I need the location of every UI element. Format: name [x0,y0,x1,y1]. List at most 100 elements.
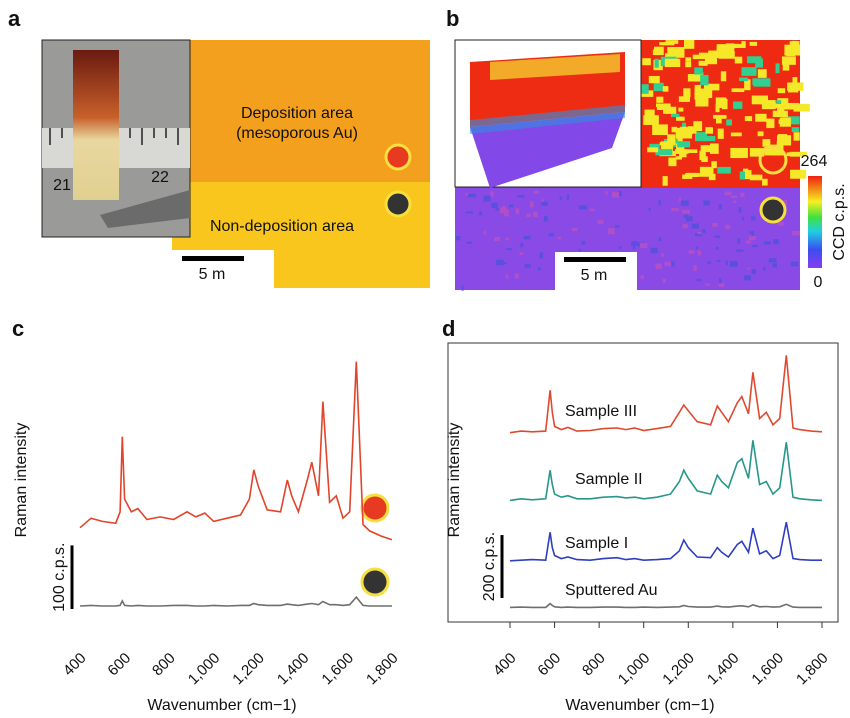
map-speckle [694,132,708,142]
map-speckle [483,230,486,235]
map-speckle [631,241,638,246]
map-speckle [737,238,741,244]
y-axis-label: Raman intensity [13,423,30,538]
map-speckle [682,174,693,179]
map-speckle [679,197,682,202]
scale-label: 100 c.p.s. [51,542,68,611]
map-speckle [793,132,800,141]
map-speckle [751,269,756,275]
map-speckle [748,235,756,241]
map-speckle [515,208,520,215]
map-speckle [777,88,786,94]
map-speckle [483,195,491,202]
map-speckle [708,173,716,181]
area-label: (mesoporous Au) [236,125,358,142]
map-speckle [461,285,464,291]
map-speckle [681,122,687,128]
map-speckle [772,263,777,268]
map-speckle [683,88,691,98]
map-speckle [695,246,699,250]
map-speckle [702,229,706,233]
map-speckle [548,233,554,237]
map-speckle [662,176,668,186]
ruler-label: 22 [151,169,169,186]
map-speckle [752,78,771,86]
map-speckle [533,211,538,218]
map-speckle [612,191,620,198]
series-label: Sample III [565,403,637,420]
map-speckle [543,216,548,222]
map-speckle [711,223,718,227]
x-tick-label: 600 [104,650,134,680]
map-speckle [654,58,659,68]
map-speckle [747,267,750,270]
map-speckle [677,141,691,148]
spot-marker [360,493,390,523]
map-speckle [708,50,726,59]
x-tick-label: 1,800 [793,650,832,689]
map-speckle [605,191,608,196]
map-speckle [745,240,752,244]
map-speckle [517,194,525,198]
map-speckle [741,216,745,221]
map-speckle [695,72,704,82]
map-speckle [694,67,703,75]
map-speckle [700,74,709,86]
map-speckle [789,151,807,157]
map-speckle [751,216,756,221]
map-speckle [566,194,570,201]
map-speckle [467,193,476,198]
map-speckle [744,116,753,122]
map-speckle [730,195,738,198]
map-speckle [701,136,716,142]
map-speckle [695,232,702,237]
map-speckle [519,252,523,255]
spot-marker [360,567,390,597]
spectrum-line [79,361,393,541]
map-speckle [685,173,700,177]
map-speckle [607,228,615,235]
map-speckle [791,127,800,133]
map-speckle [703,83,720,91]
map-speckle [793,103,810,112]
map-speckle [502,262,507,265]
x-tick-label: 1,800 [363,650,402,689]
map-speckle [597,219,604,224]
map-speckle [716,118,722,124]
map-speckle [685,61,692,68]
map-speckle [647,147,659,153]
map-speckle [537,267,541,271]
map-speckle [784,44,801,56]
map-speckle [495,208,500,211]
map-speckle [699,166,714,177]
spot-marker [384,143,412,171]
map-speckle [733,101,743,109]
x-tick-label: 1,400 [704,650,743,689]
map-speckle [741,41,746,46]
map-speckle [687,73,700,82]
map-speckle [684,126,697,134]
map-speckle [725,260,728,266]
map-speckle [682,209,690,214]
map-speckle [479,211,483,216]
map-speckle [790,169,807,179]
map-speckle [670,208,679,212]
map-speckle [504,210,510,213]
series-label: Sample I [565,535,628,552]
map-speckle [730,132,742,137]
map-speckle [691,223,699,229]
map-speckle [725,43,735,50]
map-speckle [724,191,732,196]
map-speckle [733,43,746,49]
map-speckle [738,207,742,213]
map-speckle [792,231,800,236]
map-speckle [699,150,706,161]
map-speckle [688,250,695,254]
map-speckle [514,273,519,279]
map-speckle [789,41,800,49]
map-speckle [671,113,680,118]
map-speckle [757,131,764,137]
map-speckle [648,75,660,84]
map-speckle [719,278,722,284]
map-speckle [505,274,509,279]
